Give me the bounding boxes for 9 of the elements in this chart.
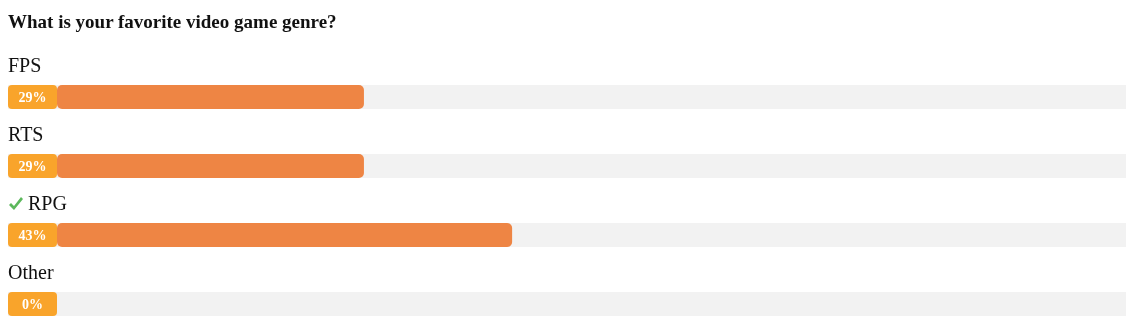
data-label: 29% (18, 90, 47, 105)
data-label: 0% (22, 297, 43, 312)
data-label: 29% (18, 159, 47, 174)
data-label: 43% (18, 228, 47, 243)
y-tick-label: FPS (8, 54, 42, 76)
y-tick-label: RPG (28, 192, 67, 214)
chart-title: What is your favorite video game genre? (8, 11, 337, 32)
y-tick-label: RTS (8, 123, 44, 145)
y-tick-label: Other (8, 261, 54, 283)
